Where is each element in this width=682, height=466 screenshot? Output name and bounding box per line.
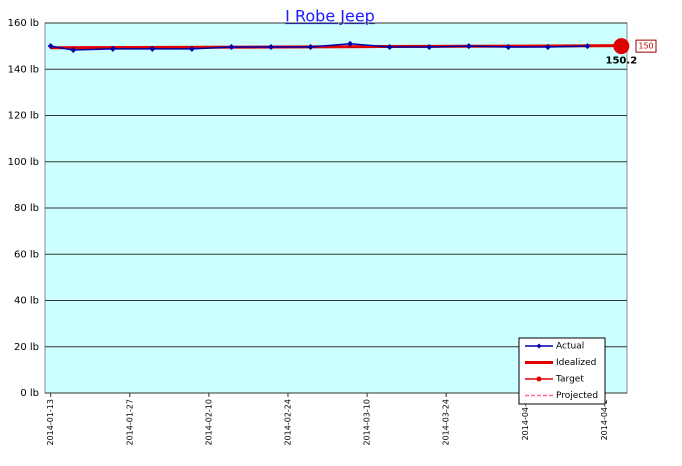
data-point	[149, 45, 156, 52]
y-tick-label: 80 lb	[14, 203, 39, 214]
end-label: 150.2	[606, 56, 638, 67]
y-tick-label: 20 lb	[14, 342, 39, 353]
data-point	[268, 44, 275, 51]
x-tick-label: 2014-01-13	[46, 399, 55, 446]
target-label: 150	[638, 42, 653, 51]
data-point	[70, 47, 77, 54]
x-tick-label: 2014-02-24	[283, 399, 292, 446]
x-tick-label: 2014-01-27	[125, 399, 134, 446]
x-tick-label: 2014-02-10	[204, 399, 213, 446]
chart-title[interactable]: I Robe Jeep	[285, 7, 375, 26]
legend-label: Target	[555, 375, 584, 385]
legend-label: Idealized	[556, 358, 596, 368]
data-point	[426, 44, 433, 51]
data-point	[228, 44, 235, 51]
legend-label: Actual	[556, 342, 584, 352]
x-tick-label: 2014-04-0	[521, 399, 530, 440]
y-tick-label: 100 lb	[8, 157, 39, 168]
data-point	[347, 40, 354, 47]
y-tick-label: 160 lb	[8, 18, 39, 29]
data-point	[465, 43, 472, 50]
x-tick-label: 2014-03-24	[442, 399, 451, 446]
y-tick-label: 40 lb	[14, 296, 39, 307]
target-box	[635, 39, 657, 53]
data-point	[188, 45, 195, 52]
legend-marker	[536, 343, 542, 349]
legend-marker	[536, 376, 542, 382]
y-tick-label: 120 lb	[8, 111, 39, 122]
x-tick-label: 2014-03-10	[363, 399, 372, 446]
series-line	[50, 44, 622, 50]
data-point	[47, 43, 54, 50]
data-point	[584, 43, 591, 50]
data-point	[386, 44, 393, 51]
y-tick-label: 140 lb	[8, 64, 39, 75]
data-point	[307, 44, 314, 51]
legend: Actual Idealized Target Projected	[518, 337, 606, 405]
legend-label: Projected	[556, 391, 598, 401]
data-point	[505, 44, 512, 51]
data-point	[544, 44, 551, 51]
data-point	[109, 45, 116, 52]
target-point	[613, 38, 630, 55]
x-tick-label: 2014-04-2	[600, 399, 609, 440]
y-tick-label: 0 lb	[20, 388, 39, 399]
y-tick-label: 60 lb	[14, 249, 39, 260]
legend-box	[518, 337, 606, 405]
